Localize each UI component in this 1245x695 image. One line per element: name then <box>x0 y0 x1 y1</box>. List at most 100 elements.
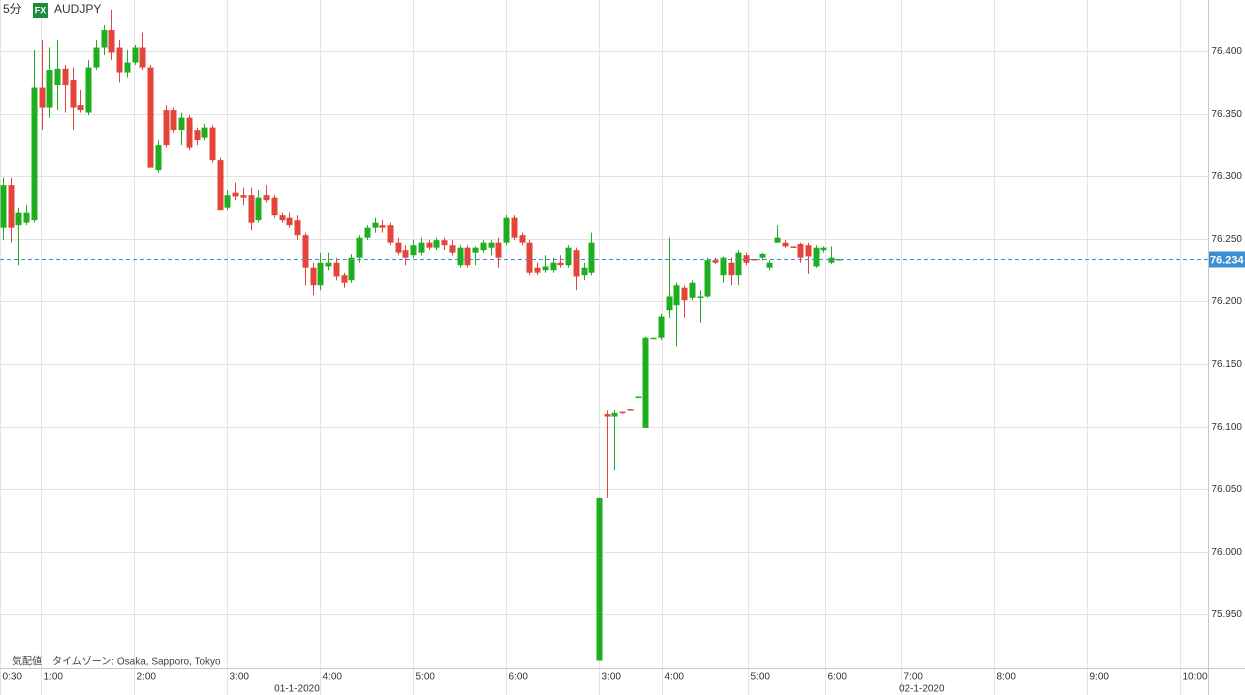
candle-body <box>441 240 448 246</box>
y-tick-label: 76.000 <box>1211 547 1242 558</box>
candle-body <box>457 247 464 266</box>
candle-body <box>232 192 239 197</box>
candle-body <box>294 220 301 236</box>
x-tick-label: 9:00 <box>1090 672 1110 683</box>
candle-body <box>495 242 502 258</box>
candle-body <box>178 117 185 131</box>
candle-body <box>15 212 22 226</box>
candle-body <box>62 68 69 86</box>
x-tick-label: 0:30 <box>3 672 23 683</box>
candle-body <box>472 247 479 253</box>
candle-body <box>759 253 766 258</box>
candle-body <box>70 80 77 108</box>
candle-body <box>341 275 348 283</box>
candle-body <box>658 316 665 338</box>
candle-body <box>387 225 394 243</box>
candle-body <box>774 237 781 243</box>
last-price-box <box>1209 251 1245 268</box>
candle-body <box>534 267 541 273</box>
candle-body <box>790 246 797 248</box>
candle-body <box>464 247 471 266</box>
candle-body <box>31 87 38 221</box>
candle-body <box>302 235 309 268</box>
candle-body <box>743 255 750 263</box>
candle-body <box>46 70 53 108</box>
candle-body <box>697 296 704 298</box>
candle-body <box>503 217 510 243</box>
candle-body <box>635 396 642 399</box>
candle-body <box>263 195 270 201</box>
candle-body <box>348 257 355 281</box>
x-tick-label: 7:00 <box>904 672 924 683</box>
candle-body <box>93 47 100 68</box>
candle-body <box>85 67 92 113</box>
candle-body <box>480 242 487 251</box>
x-tick-label: 10:00 <box>1183 672 1208 683</box>
candle-body <box>410 245 417 256</box>
x-tick-label: 3:00 <box>230 672 250 683</box>
candle-body <box>255 197 262 221</box>
candle-body <box>279 215 286 221</box>
candle-body <box>224 195 231 208</box>
candle-body <box>573 250 580 277</box>
candle-body <box>186 117 193 148</box>
x-tick-label: 3:00 <box>602 672 622 683</box>
candle-body <box>642 337 649 428</box>
last-price-label: 76.234 <box>1210 254 1245 266</box>
candle-body <box>271 197 278 216</box>
candle-body <box>108 30 115 53</box>
candle-body <box>766 262 773 268</box>
x-tick-label: 4:00 <box>323 672 343 683</box>
x-tick-label: 6:00 <box>828 672 848 683</box>
candle-body <box>782 242 789 247</box>
candle-body <box>735 252 742 276</box>
x-tick-label: 6:00 <box>509 672 529 683</box>
candle-body <box>611 412 618 417</box>
y-tick-label: 76.050 <box>1211 484 1242 495</box>
candle-body <box>310 267 317 286</box>
date-label: 02-1-2020 <box>899 684 945 695</box>
candle-body <box>8 185 15 228</box>
candle-body <box>704 260 711 297</box>
candle-body <box>712 260 719 263</box>
candle-body <box>805 245 812 257</box>
candle-body <box>39 87 46 108</box>
candle-body <box>751 258 758 261</box>
x-tick-label: 4:00 <box>665 672 685 683</box>
y-tick-label: 76.100 <box>1211 422 1242 433</box>
y-tick-label: 76.400 <box>1211 46 1242 57</box>
candle-body <box>619 411 626 414</box>
candle-body <box>650 337 657 340</box>
x-tick-label: 8:00 <box>997 672 1017 683</box>
candle-body <box>240 195 247 198</box>
candle-body <box>418 242 425 253</box>
candle-body <box>565 247 572 266</box>
candle-body <box>372 222 379 228</box>
candle-body <box>139 47 146 68</box>
candle-body <box>820 247 827 251</box>
candle-body <box>0 185 7 228</box>
candle-body <box>673 285 680 306</box>
footnote: 気配値 タイムゾーン: Osaka, Sapporo, Tokyo <box>12 655 221 668</box>
candle-body <box>797 243 804 258</box>
candle-body <box>449 245 456 253</box>
candle-body <box>286 217 293 226</box>
candle-body <box>155 145 162 171</box>
candle-body <box>364 227 371 238</box>
candle-body <box>627 409 634 411</box>
candle-body <box>124 62 131 73</box>
date-label: 01-1-2020 <box>274 684 320 695</box>
candle-body <box>317 262 324 286</box>
candle-body <box>163 110 170 146</box>
candle-body <box>728 262 735 276</box>
candle-body <box>596 497 603 661</box>
candle-body <box>248 195 255 223</box>
x-tick-label: 2:00 <box>137 672 157 683</box>
candle-body <box>836 258 843 261</box>
candle-body <box>23 212 30 223</box>
candle-body <box>542 266 549 271</box>
candle-body <box>356 237 363 258</box>
candle-body <box>101 30 108 48</box>
candle-body <box>433 240 440 248</box>
